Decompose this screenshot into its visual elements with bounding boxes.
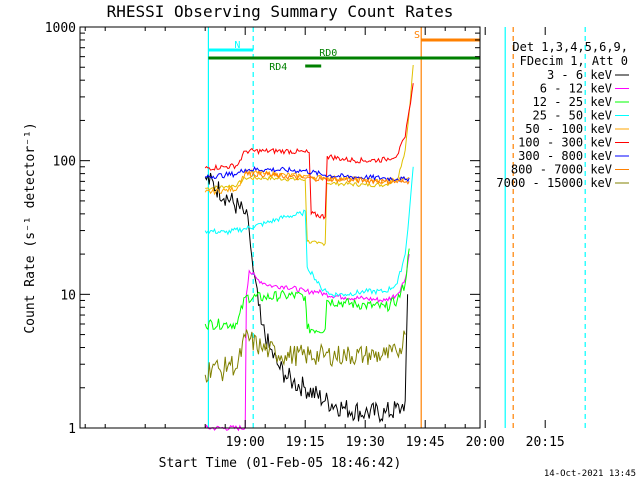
x-tick-label: 19:45	[406, 435, 445, 450]
legend-label-6-12-kev: 6 - 12 keV	[540, 82, 612, 96]
series-line-25-50-kev-1	[204, 166, 414, 298]
chart-title: RHESSI Observing Summary Count Rates	[107, 2, 454, 21]
x-tick-label: 19:30	[346, 435, 385, 450]
series-line-7000-15000-kev-1	[204, 329, 406, 383]
flag-label-s: S	[414, 30, 420, 41]
x-tick-label: 19:15	[286, 435, 325, 450]
legend-label-12-25-kev: 12 - 25 keV	[533, 95, 612, 109]
legend-label-300-800-kev: 300 - 800 keV	[518, 149, 612, 163]
y-tick-label: 1000	[45, 21, 76, 36]
series-line-6-12-kev-1	[204, 254, 410, 432]
series-line-50-100-kev-1	[204, 168, 410, 196]
legend-label-7000-15000-kev: 7000 - 15000 keV	[496, 176, 612, 190]
flag-label-n: N	[234, 40, 240, 51]
y-axis-label: Count Rate (s⁻¹ detector⁻¹)	[23, 122, 38, 333]
series-line-300-800-kev-1	[204, 165, 410, 183]
series-line-800-7000-kev-1	[244, 170, 410, 186]
plot-frame	[79, 26, 481, 429]
flag-label-rd0: RD0	[319, 48, 337, 59]
y-tick-label: 10	[60, 288, 76, 303]
y-tick-label: 100	[53, 155, 76, 170]
legend-label-100-300-kev: 100 - 300 keV	[518, 136, 612, 150]
plot-area: N S RD0 RD4 1 10 100 1000 19:00 19:15 19:30 19:45 20…	[45, 21, 586, 450]
flag-label-rd4: RD4	[269, 62, 287, 73]
series-line-3-6-kev-1	[204, 172, 409, 424]
x-tick-label: 20:00	[466, 435, 505, 450]
series-line-100-300-kev-1	[204, 83, 414, 220]
legend-label-25-50-kev: 25 - 50 keV	[533, 109, 612, 123]
legend-label-50-100-kev: 50 - 100 keV	[525, 122, 612, 136]
x-tick-label: 19:00	[226, 435, 265, 450]
legend-label-800-7000-kev: 800 - 7000 keV	[511, 163, 612, 177]
timestamp: 14-Oct-2021 13:45	[544, 469, 636, 479]
legend-header-line-2: FDecim 1, Att 0	[520, 54, 628, 68]
legend-header-line-1: Det 1,3,4,5,6,9,	[512, 40, 628, 54]
series-line-12-25-kev-1	[204, 248, 410, 334]
x-axis-label: Start Time (01-Feb-05 18:46:42)	[159, 456, 402, 471]
legend-label-3-6-kev: 3 - 6 keV	[547, 68, 612, 82]
y-tick-label: 1	[68, 422, 76, 437]
legend: Det 1,3,4,5,6,9, FDecim 1, Att 0 3 - 6 k…	[496, 40, 629, 190]
x-tick-label: 20:15	[526, 435, 565, 450]
